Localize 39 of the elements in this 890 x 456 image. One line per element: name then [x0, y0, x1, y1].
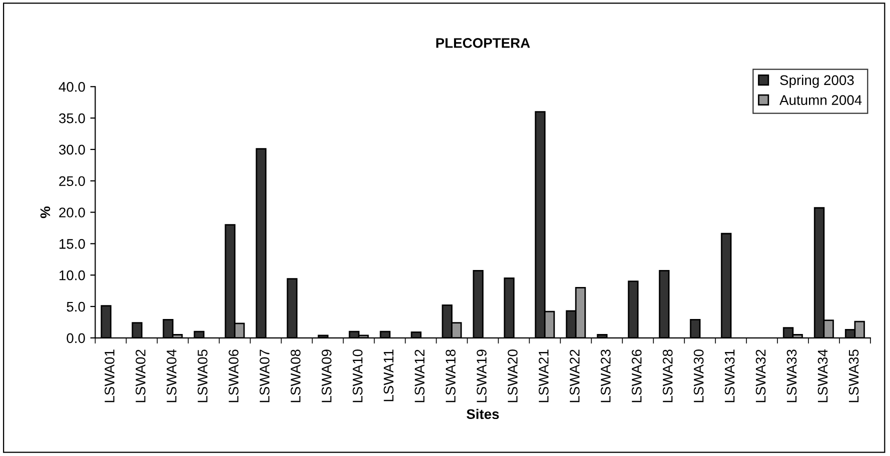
x-tick-label: LSWA04 — [166, 349, 176, 402]
x-tick-label: LSWA10 — [352, 350, 363, 402]
y-tick-label: 15.0 — [60, 239, 85, 249]
x-tick-label: LSWA22 — [570, 350, 580, 402]
x-axis-title: Sites — [466, 408, 499, 420]
y-tick-label: 40.0 — [58, 82, 85, 92]
x-tick-label: LSWA06 — [228, 350, 238, 402]
x-tick-label: LSWA01 — [104, 350, 114, 402]
y-tick-label: 20.0 — [59, 208, 85, 218]
x-tick-label: LSWA21 — [538, 350, 549, 402]
x-tick-label: LSWA19 — [476, 350, 487, 402]
y-tick-label: 5.0 — [66, 302, 85, 312]
x-tick-label: LSWA35 — [848, 350, 859, 402]
y-tick-label: 35.0 — [59, 113, 85, 124]
x-tick-label: LSWA02 — [136, 350, 146, 402]
x-tick-label: LSWA31 — [724, 350, 735, 402]
y-axis-title: % — [40, 206, 50, 218]
x-tick-label: LSWA11 — [384, 350, 394, 402]
legend-label: Spring 2003 — [780, 74, 854, 88]
x-tick-label: LSWA18 — [446, 350, 456, 402]
x-tick-label: LSWA30 — [694, 350, 704, 402]
y-tick-label: 0.0 — [66, 333, 85, 344]
x-tick-label: LSWA34 — [818, 349, 828, 402]
chart-title: PLECOPTERA — [436, 38, 530, 48]
y-tick-label: 30.0 — [59, 144, 85, 155]
x-tick-label: LSWA07 — [260, 350, 270, 402]
y-tick-label: 10.0 — [60, 270, 85, 280]
x-tick-label: LSWA33 — [786, 350, 797, 402]
x-tick-label: LSWA08 — [290, 350, 301, 402]
x-tick-label: LSWA23 — [600, 350, 611, 402]
x-tick-label: LSWA32 — [756, 350, 766, 402]
x-tick-label: LSWA20 — [508, 350, 518, 402]
x-tick-label: LSWA05 — [198, 350, 208, 402]
x-tick-label: LSWA12 — [414, 350, 425, 402]
x-tick-label: LSWA28 — [662, 350, 673, 402]
x-tick-label: LSWA26 — [632, 350, 642, 402]
x-tick-label: LSWA09 — [322, 350, 332, 402]
legend-label: Autumn 2004 — [780, 95, 862, 105]
y-tick-label: 25.0 — [59, 176, 85, 186]
